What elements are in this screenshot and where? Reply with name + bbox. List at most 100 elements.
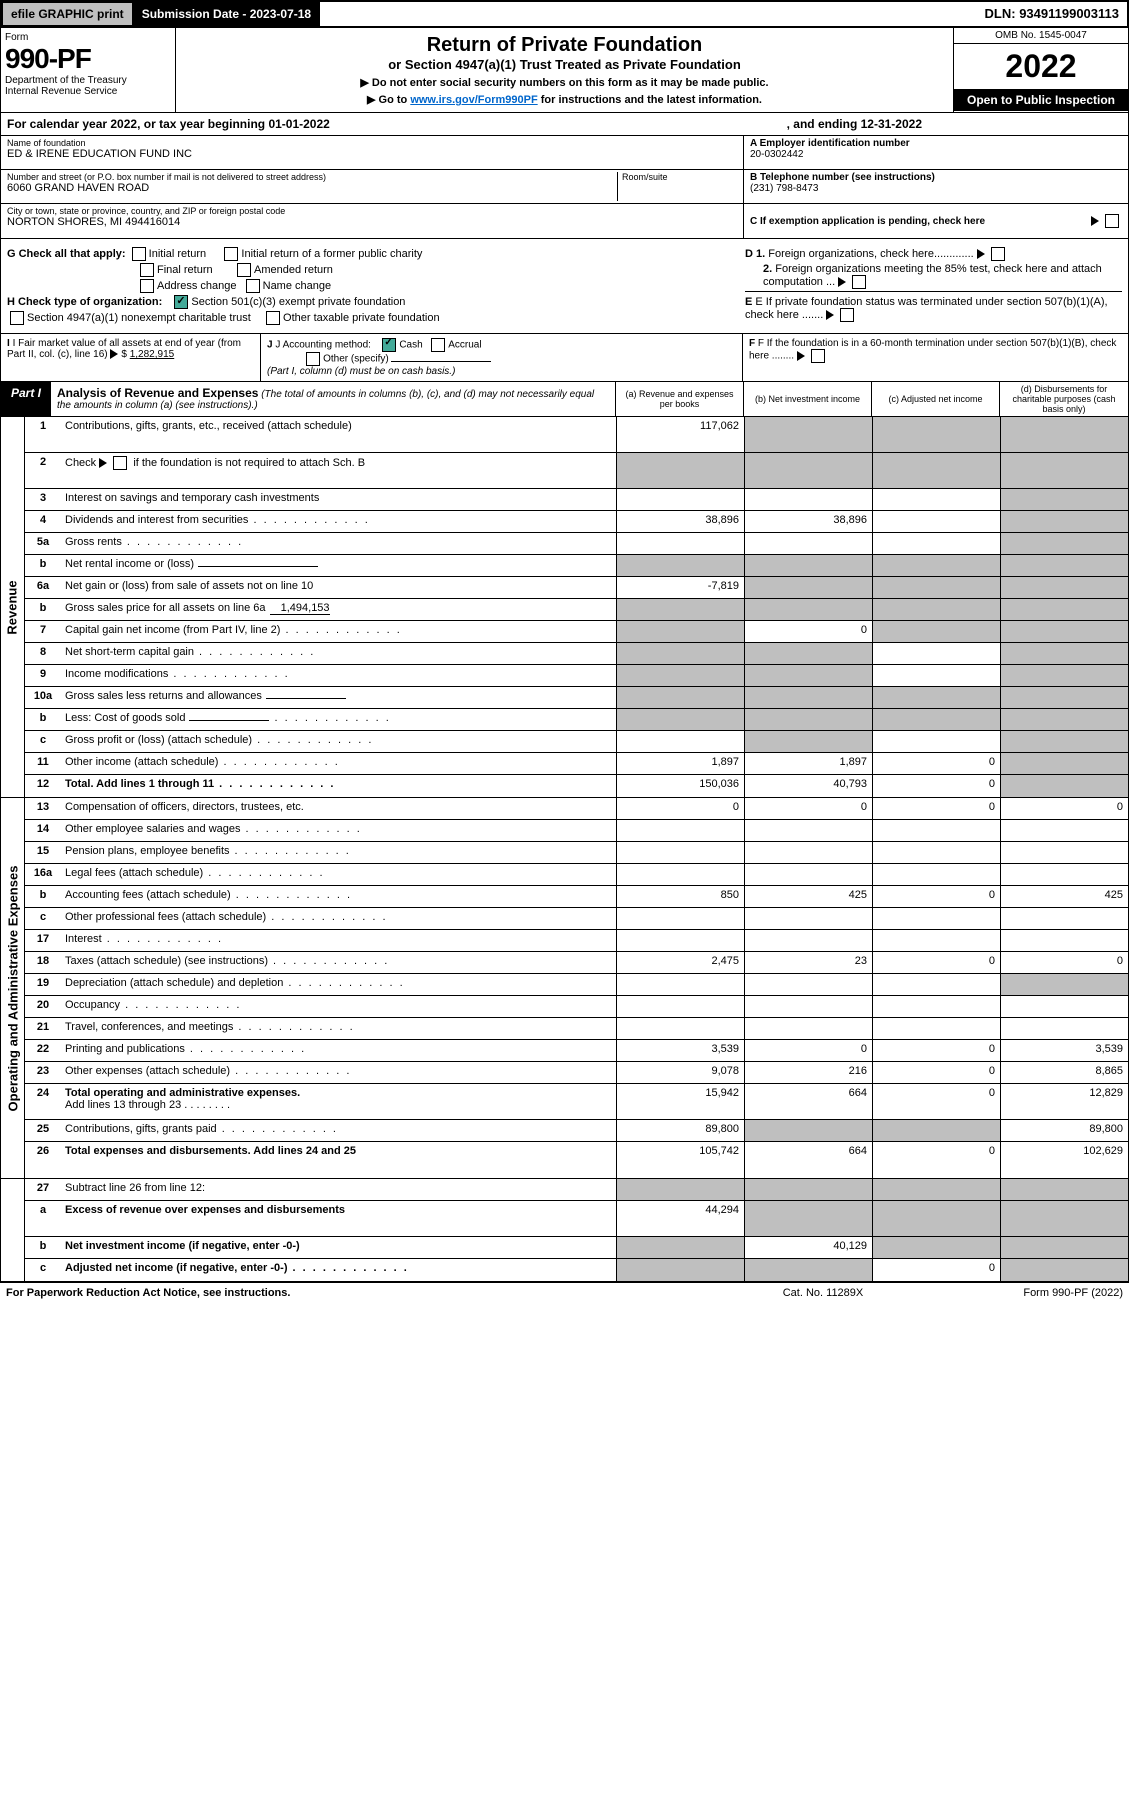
form-header: Form 990-PF Department of the Treasury I… bbox=[0, 28, 1129, 113]
open-to-public: Open to Public Inspection bbox=[954, 89, 1128, 111]
row-26: Total expenses and disbursements. Add li… bbox=[61, 1142, 616, 1178]
row-12: Total. Add lines 1 through 11 bbox=[61, 775, 616, 797]
row-5a: Gross rents bbox=[61, 533, 616, 554]
goto-line: ▶ Go to www.irs.gov/Form990PF for instru… bbox=[186, 93, 943, 106]
foundation-city: NORTON SHORES, MI 494416014 bbox=[7, 216, 737, 228]
row-1: Contributions, gifts, grants, etc., rece… bbox=[61, 417, 616, 452]
foundation-name: ED & IRENE EDUCATION FUND INC bbox=[7, 148, 737, 160]
other-taxable-checkbox[interactable] bbox=[266, 311, 280, 325]
row-7: Capital gain net income (from Part IV, l… bbox=[61, 621, 616, 642]
j-label: J Accounting method: bbox=[275, 340, 371, 351]
revenue-side-label: Revenue bbox=[5, 580, 20, 634]
part1-header: Part I Analysis of Revenue and Expenses … bbox=[0, 382, 1129, 417]
4947-checkbox[interactable] bbox=[10, 311, 24, 325]
initial-return-checkbox[interactable] bbox=[132, 247, 146, 261]
row-9: Income modifications bbox=[61, 665, 616, 686]
irs-label: Internal Revenue Service bbox=[5, 86, 171, 97]
row-24: Total operating and administrative expen… bbox=[61, 1084, 616, 1119]
amended-return-checkbox[interactable] bbox=[237, 263, 251, 277]
form-number: 990-PF bbox=[5, 43, 171, 75]
row-11: Other income (attach schedule) bbox=[61, 753, 616, 774]
col-d-header: (d) Disbursements for charitable purpose… bbox=[1000, 382, 1128, 416]
name-change-checkbox[interactable] bbox=[246, 279, 260, 293]
row-14: Other employee salaries and wages bbox=[61, 820, 616, 841]
hij-row: I I Fair market value of all assets at e… bbox=[0, 334, 1129, 382]
ssn-warning: ▶ Do not enter social security numbers o… bbox=[186, 76, 943, 89]
arrow-icon bbox=[838, 277, 846, 287]
other-method-checkbox[interactable] bbox=[306, 352, 320, 366]
i-label: I Fair market value of all assets at end… bbox=[7, 338, 241, 360]
form-title: Return of Private Foundation bbox=[186, 34, 943, 57]
check-section: G Check all that apply: Initial return I… bbox=[0, 239, 1129, 334]
part1-tag: Part I bbox=[1, 382, 51, 416]
col-a-header: (a) Revenue and expenses per books bbox=[616, 382, 744, 416]
exemption-checkbox[interactable] bbox=[1105, 214, 1119, 228]
schb-checkbox[interactable] bbox=[113, 456, 127, 470]
row-27b: Net investment income (if negative, ente… bbox=[61, 1237, 616, 1258]
row-21: Travel, conferences, and meetings bbox=[61, 1018, 616, 1039]
name-label: Name of foundation bbox=[7, 138, 737, 148]
address-change-checkbox[interactable] bbox=[140, 279, 154, 293]
omb-number: OMB No. 1545-0047 bbox=[954, 28, 1128, 44]
row-6b: Gross sales price for all assets on line… bbox=[61, 599, 616, 620]
d1-label: Foreign organizations, check here.......… bbox=[768, 248, 973, 260]
initial-former-checkbox[interactable] bbox=[224, 247, 238, 261]
row-22: Printing and publications bbox=[61, 1040, 616, 1061]
tax-year: 2022 bbox=[954, 44, 1128, 89]
revenue-section: Revenue 1Contributions, gifts, grants, e… bbox=[0, 417, 1129, 798]
g-label: G Check all that apply: bbox=[7, 248, 126, 260]
row-19: Depreciation (attach schedule) and deple… bbox=[61, 974, 616, 995]
col-c-header: (c) Adjusted net income bbox=[872, 382, 1000, 416]
r1-a: 117,062 bbox=[616, 417, 744, 452]
arrow-icon bbox=[977, 249, 985, 259]
irs-link[interactable]: www.irs.gov/Form990PF bbox=[410, 94, 537, 106]
expenses-section: Operating and Administrative Expenses 13… bbox=[0, 798, 1129, 1179]
cat-no: Cat. No. 11289X bbox=[723, 1287, 923, 1299]
row-17: Interest bbox=[61, 930, 616, 951]
row-18: Taxes (attach schedule) (see instruction… bbox=[61, 952, 616, 973]
calendar-year-row: For calendar year 2022, or tax year begi… bbox=[0, 113, 1129, 136]
foundation-info: Name of foundation ED & IRENE EDUCATION … bbox=[0, 136, 1129, 239]
row-5b: Net rental income or (loss) bbox=[61, 555, 616, 576]
dept-treasury: Department of the Treasury bbox=[5, 75, 171, 86]
address-label: Number and street (or P.O. box number if… bbox=[7, 172, 617, 182]
final-return-checkbox[interactable] bbox=[140, 263, 154, 277]
efile-print-button[interactable]: efile GRAPHIC print bbox=[2, 2, 133, 26]
row-6a: Net gain or (loss) from sale of assets n… bbox=[61, 577, 616, 598]
arrow-icon bbox=[110, 349, 118, 359]
row-16c: Other professional fees (attach schedule… bbox=[61, 908, 616, 929]
f-checkbox[interactable] bbox=[811, 349, 825, 363]
row-27a: Excess of revenue over expenses and disb… bbox=[61, 1201, 616, 1236]
line27-section: 27Subtract line 26 from line 12: aExcess… bbox=[0, 1179, 1129, 1282]
accrual-checkbox[interactable] bbox=[431, 338, 445, 352]
row-13: Compensation of officers, directors, tru… bbox=[61, 798, 616, 819]
arrow-icon bbox=[826, 310, 834, 320]
e-checkbox[interactable] bbox=[840, 308, 854, 322]
arrow-icon bbox=[1091, 216, 1099, 226]
row-10b: Less: Cost of goods sold bbox=[61, 709, 616, 730]
expenses-side-label: Operating and Administrative Expenses bbox=[5, 865, 20, 1111]
phone-label: B Telephone number (see instructions) bbox=[750, 172, 935, 183]
row-23: Other expenses (attach schedule) bbox=[61, 1062, 616, 1083]
exemption-pending-label: C If exemption application is pending, c… bbox=[750, 216, 985, 227]
row-27: Subtract line 26 from line 12: bbox=[61, 1179, 616, 1200]
i-value: 1,282,915 bbox=[130, 349, 175, 360]
row-25: Contributions, gifts, grants paid bbox=[61, 1120, 616, 1141]
dln: DLN: 93491199003113 bbox=[977, 2, 1127, 26]
form-ref: Form 990-PF (2022) bbox=[923, 1287, 1123, 1299]
row-4: Dividends and interest from securities bbox=[61, 511, 616, 532]
form-label: Form bbox=[5, 32, 171, 43]
e-label: E If private foundation status was termi… bbox=[745, 296, 1108, 321]
501c3-checkbox[interactable] bbox=[174, 295, 188, 309]
cash-checkbox[interactable] bbox=[382, 338, 396, 352]
row-15: Pension plans, employee benefits bbox=[61, 842, 616, 863]
d2-checkbox[interactable] bbox=[852, 275, 866, 289]
row-16b: Accounting fees (attach schedule) bbox=[61, 886, 616, 907]
foundation-address: 6060 GRAND HAVEN ROAD bbox=[7, 182, 617, 194]
r6b-val: 1,494,153 bbox=[270, 602, 330, 615]
row-10a: Gross sales less returns and allowances bbox=[61, 687, 616, 708]
d1-checkbox[interactable] bbox=[991, 247, 1005, 261]
j-note: (Part I, column (d) must be on cash basi… bbox=[267, 366, 455, 377]
row-27c: Adjusted net income (if negative, enter … bbox=[61, 1259, 616, 1281]
form-subtitle: or Section 4947(a)(1) Trust Treated as P… bbox=[186, 57, 943, 72]
